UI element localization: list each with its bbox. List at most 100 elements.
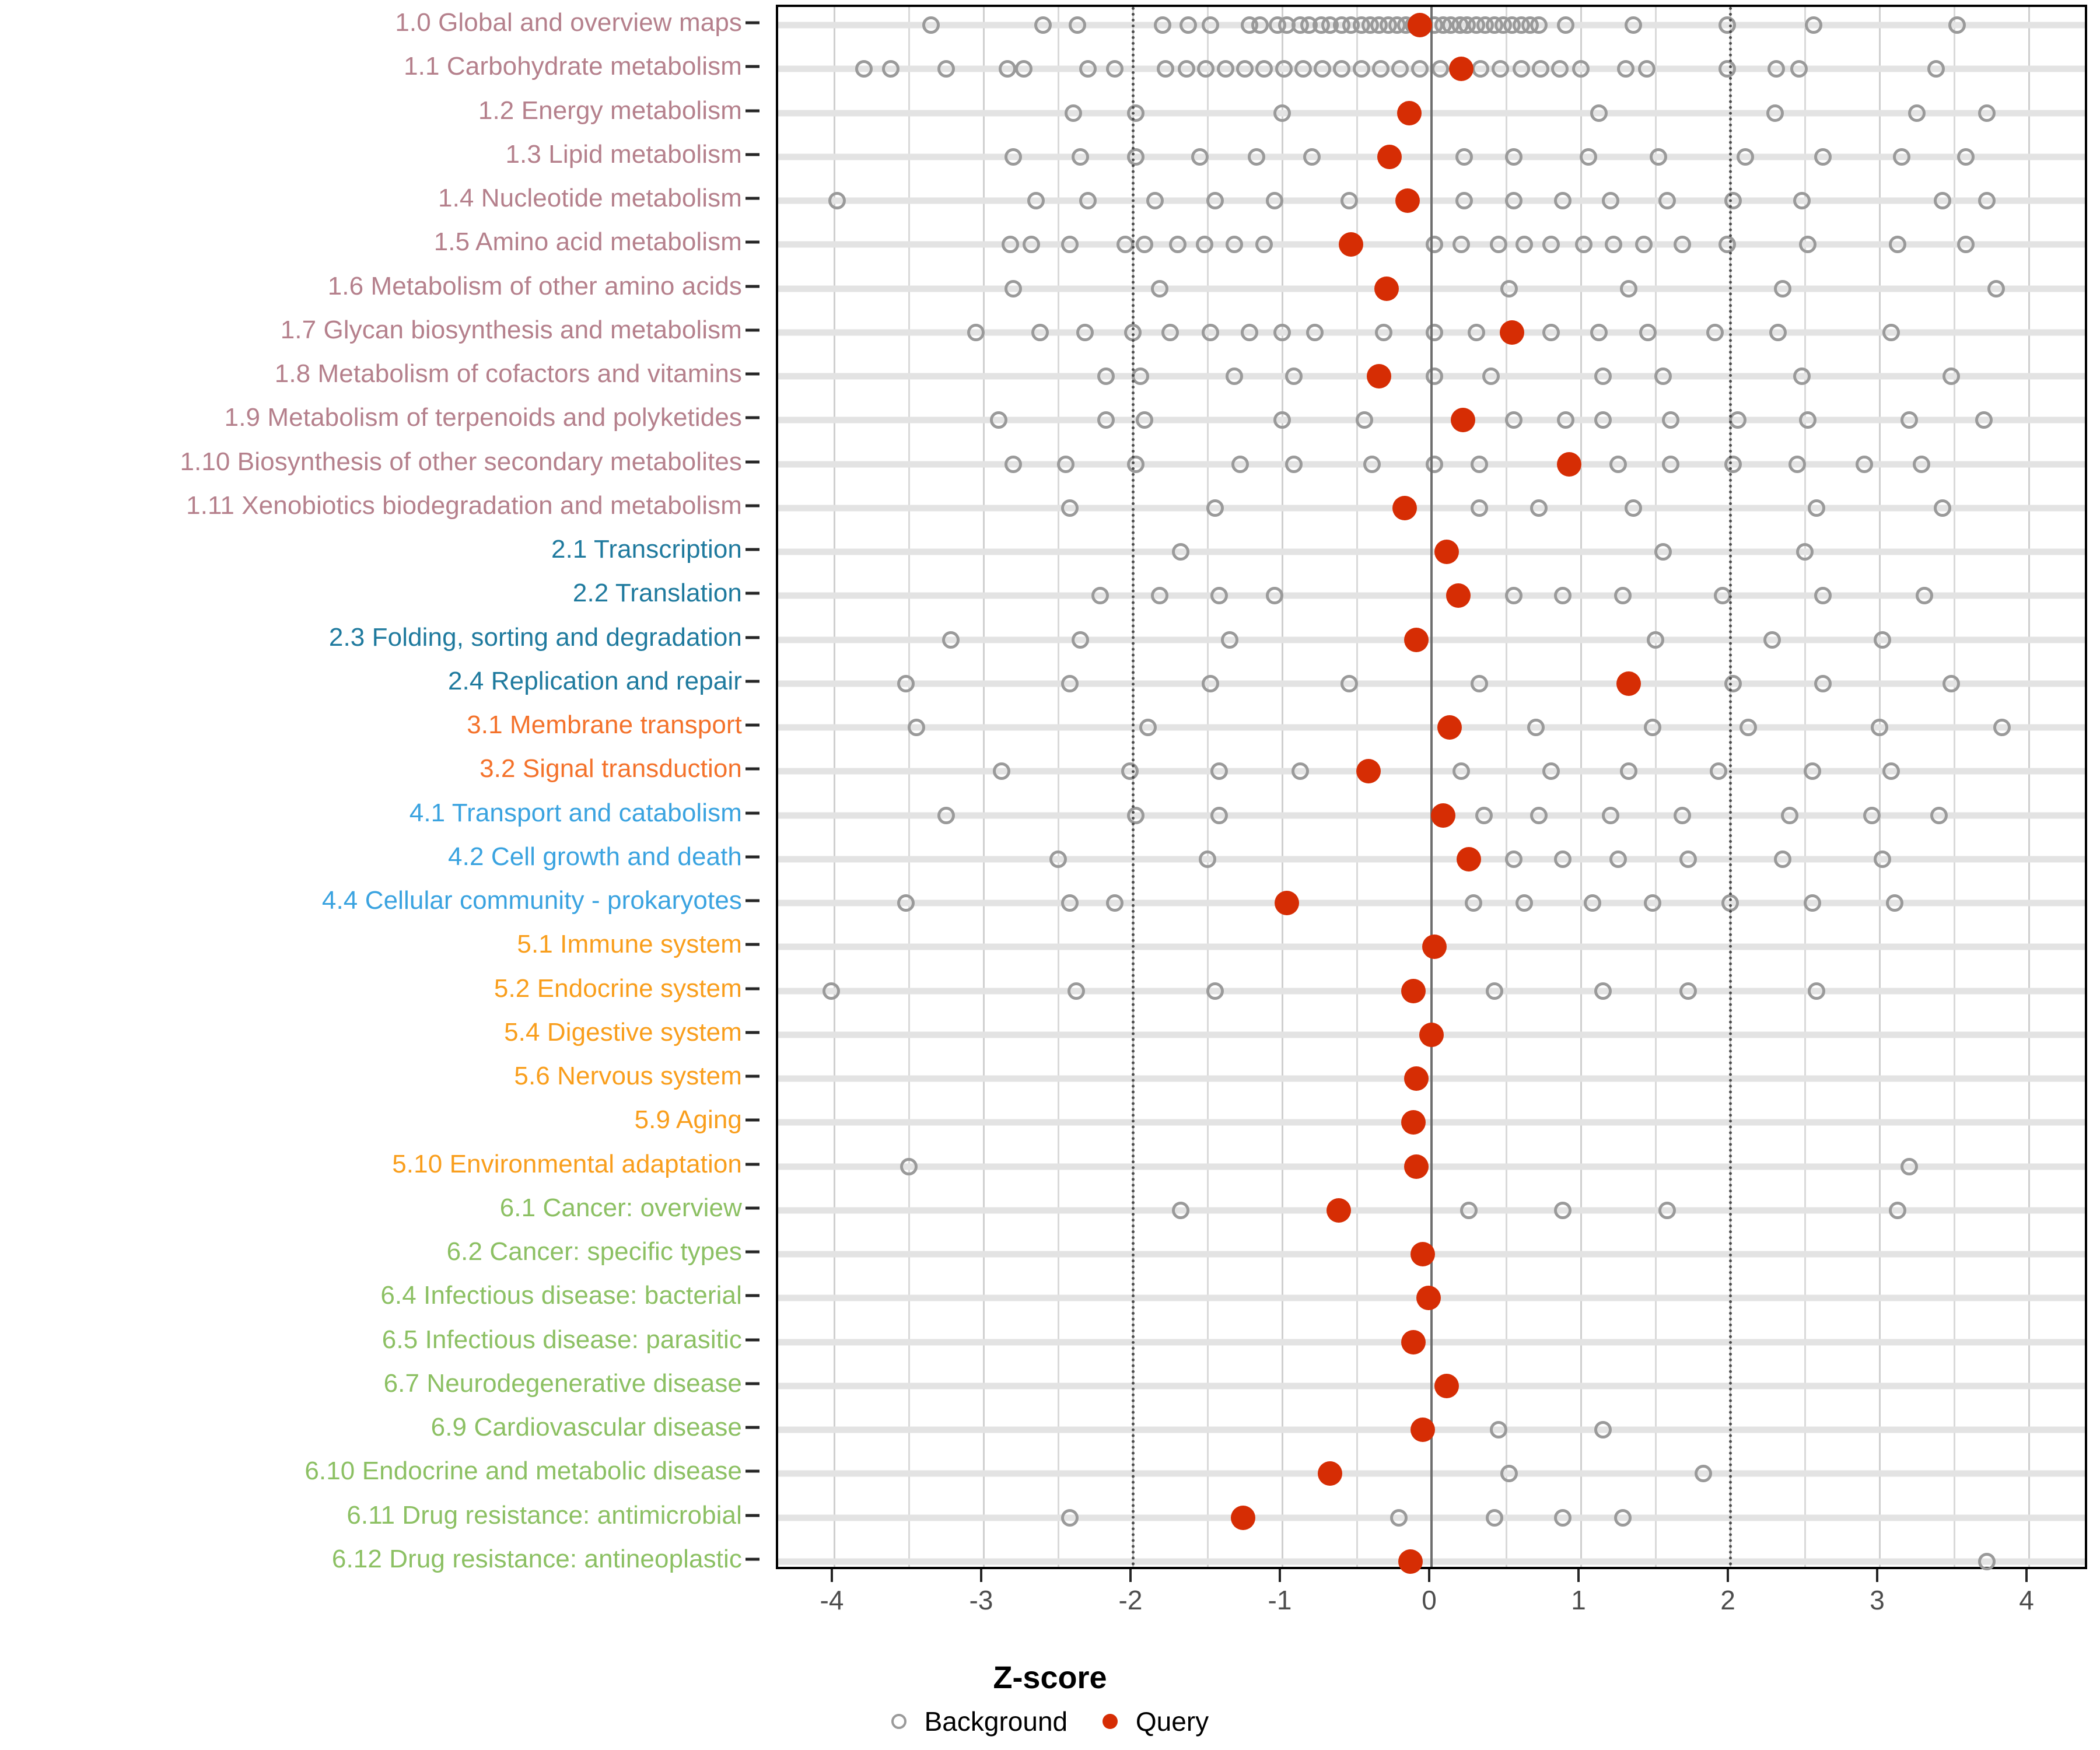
background-point[interactable] [1978,192,1996,210]
legend-item-background[interactable]: Background [891,1703,1068,1737]
background-point[interactable] [1987,279,2005,298]
query-point[interactable] [1356,759,1381,784]
background-point[interactable] [1161,323,1179,341]
query-point[interactable] [1422,935,1447,960]
background-point[interactable] [1718,16,1736,34]
background-point[interactable] [1452,236,1471,254]
background-point[interactable] [1121,762,1139,780]
background-point[interactable] [1127,104,1145,122]
query-point[interactable] [1374,276,1399,301]
background-point[interactable] [1151,587,1169,605]
background-point[interactable] [1614,1508,1632,1527]
background-point[interactable] [1658,1201,1676,1219]
background-point[interactable] [1410,60,1429,78]
background-point[interactable] [1069,16,1087,34]
background-point[interactable] [1178,60,1196,78]
y-axis-label[interactable]: 6.4 Infectious disease: bacterial [380,1281,742,1310]
background-point[interactable] [1654,368,1672,386]
y-axis-label[interactable]: 6.2 Cancer: specific types [446,1237,742,1266]
background-point[interactable] [1154,16,1172,34]
background-point[interactable] [1079,60,1097,78]
background-point[interactable] [1893,148,1911,166]
background-point[interactable] [1814,148,1832,166]
background-point[interactable] [1643,894,1661,912]
background-point[interactable] [1706,323,1724,341]
background-point[interactable] [1067,982,1085,1000]
y-axis-label[interactable]: 1.7 Glycan biosynthesis and metabolism [280,315,742,344]
background-point[interactable] [1512,60,1530,78]
y-axis-label[interactable]: 4.2 Cell growth and death [448,842,742,871]
background-point[interactable] [1718,236,1736,254]
background-point[interactable] [1709,762,1727,780]
background-point[interactable] [1805,16,1823,34]
query-point[interactable] [1616,671,1641,696]
background-point[interactable] [822,982,840,1000]
background-point[interactable] [1790,60,1808,78]
y-axis-label[interactable]: 4.4 Cellular community - prokaryotes [321,886,742,915]
background-point[interactable] [1255,60,1273,78]
background-point[interactable] [1056,455,1074,473]
query-point[interactable] [1367,364,1392,389]
background-point[interactable] [1531,60,1549,78]
y-axis-label[interactable]: 5.4 Digestive system [504,1017,742,1046]
background-point[interactable] [1061,499,1079,517]
background-point[interactable] [1624,499,1642,517]
background-point[interactable] [1291,762,1309,780]
background-point[interactable] [1594,368,1612,386]
background-point[interactable] [1206,499,1224,517]
background-point[interactable] [1927,60,1945,78]
background-point[interactable] [1106,894,1124,912]
background-point[interactable] [1624,16,1642,34]
background-point[interactable] [1554,1201,1572,1219]
background-point[interactable] [1590,104,1608,122]
y-axis-label[interactable]: 2.1 Transcription [551,535,742,564]
background-point[interactable] [1210,806,1228,824]
background-point[interactable] [1942,674,1960,692]
background-point[interactable] [1724,192,1742,210]
y-axis-label[interactable]: 5.6 Nervous system [514,1062,742,1091]
background-point[interactable] [1022,236,1040,254]
background-point[interactable] [992,762,1010,780]
y-axis-label[interactable]: 1.6 Metabolism of other amino acids [327,271,742,300]
background-point[interactable] [1202,16,1220,34]
background-point[interactable] [1240,323,1258,341]
query-point[interactable] [1404,1066,1429,1091]
background-point[interactable] [1901,411,1919,429]
background-point[interactable] [1171,1201,1189,1219]
query-point[interactable] [1338,232,1363,257]
background-point[interactable] [882,60,900,78]
background-point[interactable] [1594,1421,1612,1439]
background-point[interactable] [1957,236,1975,254]
background-point[interactable] [1504,587,1522,605]
background-point[interactable] [1551,60,1569,78]
query-point[interactable] [1377,144,1402,169]
background-point[interactable] [1654,543,1672,561]
background-point[interactable] [1061,894,1079,912]
background-point[interactable] [1285,368,1303,386]
background-point[interactable] [1915,587,1933,605]
background-point[interactable] [1226,236,1244,254]
y-axis-label[interactable]: 1.4 Nucleotide metabolism [438,184,742,213]
y-axis-label[interactable]: 3.1 Membrane transport [467,710,742,740]
query-point[interactable] [1419,1022,1444,1047]
y-axis-label[interactable]: 5.9 Aging [634,1105,742,1135]
background-point[interactable] [1034,16,1052,34]
y-axis-label[interactable]: 6.10 Endocrine and metabolic disease [304,1457,742,1486]
background-point[interactable] [1146,192,1164,210]
background-point[interactable] [1002,236,1020,254]
background-point[interactable] [1504,411,1522,429]
background-point[interactable] [1515,894,1533,912]
background-point[interactable] [1031,323,1049,341]
background-point[interactable] [1340,192,1359,210]
query-point[interactable] [1326,1198,1352,1223]
background-point[interactable] [1490,236,1508,254]
background-point[interactable] [1273,323,1291,341]
background-point[interactable] [1127,806,1145,824]
query-point[interactable] [1449,57,1474,82]
background-point[interactable] [1390,1508,1408,1527]
query-point[interactable] [1437,715,1462,740]
background-point[interactable] [1303,148,1321,166]
query-point[interactable] [1404,627,1429,652]
query-point[interactable] [1401,1329,1426,1354]
background-point[interactable] [1739,719,1757,737]
